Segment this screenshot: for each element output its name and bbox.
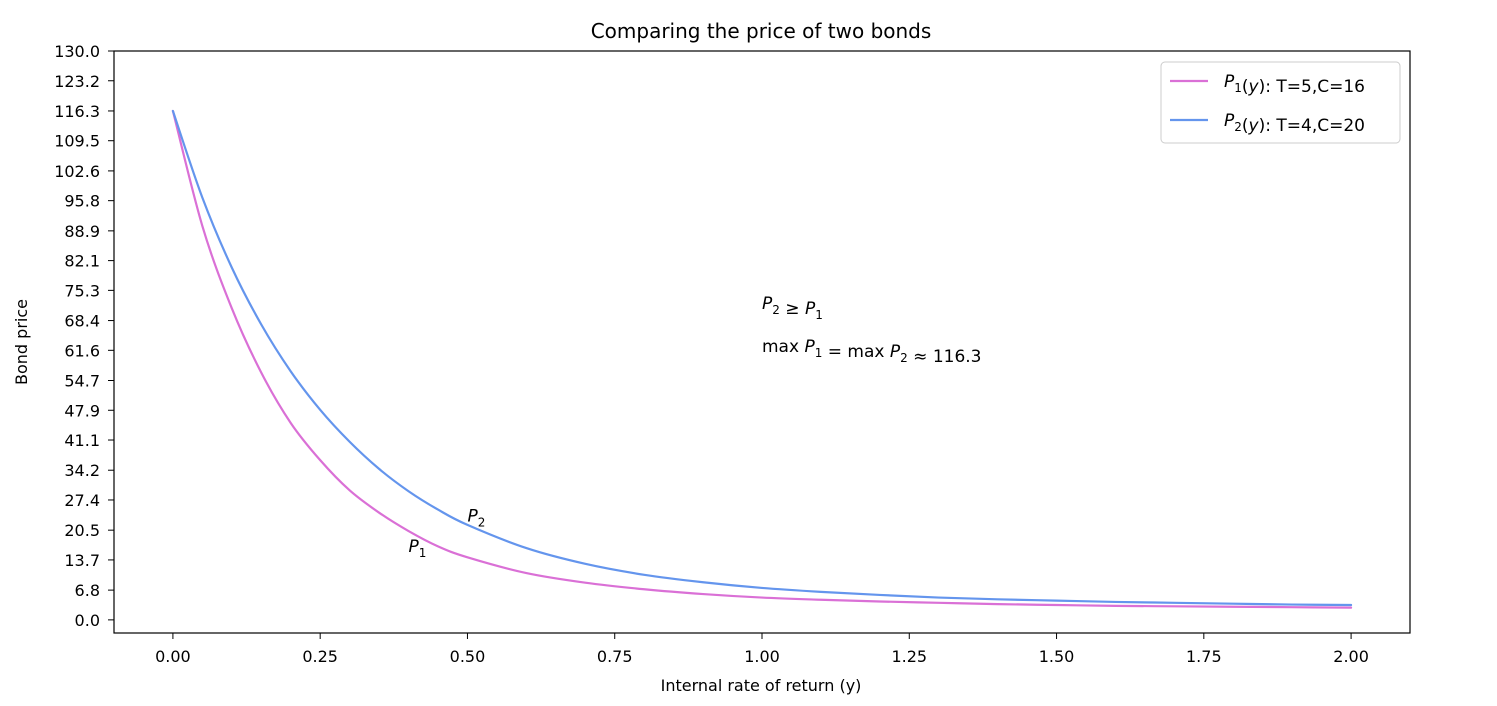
legend-label-p2: P2(y): T=4,C=20 [1224,111,1365,136]
legend-label-p1: P1(y): T=5,C=16 [1224,72,1365,97]
y-tick-label: 27.4 [64,491,100,510]
x-tick-label: 0.00 [155,647,191,666]
y-tick-label: 34.2 [64,461,100,480]
annotation-max-eq: max P1 = max P2 ≈ 116.3 [762,337,982,367]
y-tick-label: 109.5 [54,132,100,151]
y-tick-label: 102.6 [54,162,100,181]
y-tick-label: 0.0 [75,611,100,630]
x-axis-ticks: 0.00 0.25 0.50 0.75 1.00 1.25 1.50 1.75 2.00 [155,633,1369,666]
y-tick-label: 20.5 [64,521,100,540]
x-tick-label: 1.25 [891,647,927,666]
series-layer [171,109,1353,609]
y-tick-label: 123.2 [54,72,100,91]
annotations: P2 P1 P2 ≥ P1 max P1 = max P2 ≈ 116.3 [409,294,982,560]
legend-box [1160,61,1401,144]
y-tick-label: 6.8 [75,581,100,600]
series-line-p1 [171,109,1353,609]
annotation-p2-label: P2 [467,506,485,529]
y-tick-label: 54.7 [64,372,100,391]
legend-items: P1(y): T=5,C=16 P2(y): T=4,C=20 [1170,72,1365,136]
y-tick-label: 88.9 [64,222,100,241]
y-tick-label: 116.3 [54,102,100,121]
y-tick-label: 13.7 [64,551,100,570]
x-tick-label: 1.00 [744,647,780,666]
chart-title: Comparing the price of two bonds [591,19,932,43]
y-tick-label: 130.0 [54,42,100,61]
y-tick-label: 47.9 [64,401,100,420]
x-tick-label: 1.50 [1039,647,1075,666]
y-tick-label: 68.4 [64,312,100,331]
x-tick-label: 0.50 [450,647,486,666]
y-tick-label: 75.3 [64,281,100,300]
annotation-p1-label: P1 [409,537,427,560]
y-axis-label: Bond price [12,299,31,385]
x-tick-label: 0.25 [302,647,338,666]
y-axis-ticks: 0.0 6.8 13.7 20.5 27.4 34.2 41.1 47.9 54.7 61.6 68… [54,42,114,630]
legend: P1(y): T=5,C=16 P2(y): T=4,C=20 [1160,61,1401,144]
y-tick-label: 61.6 [64,341,100,360]
y-tick-label: 95.8 [64,192,100,211]
x-tick-label: 1.75 [1186,647,1222,666]
series-line-p2 [171,109,1353,607]
y-tick-label: 41.1 [64,431,100,450]
x-tick-label: 2.00 [1333,647,1369,666]
x-tick-label: 0.75 [597,647,633,666]
annotation-ineq: P2 ≥ P1 [762,294,823,322]
x-axis-label: Internal rate of return (y) [661,676,862,695]
y-tick-label: 82.1 [64,252,100,271]
